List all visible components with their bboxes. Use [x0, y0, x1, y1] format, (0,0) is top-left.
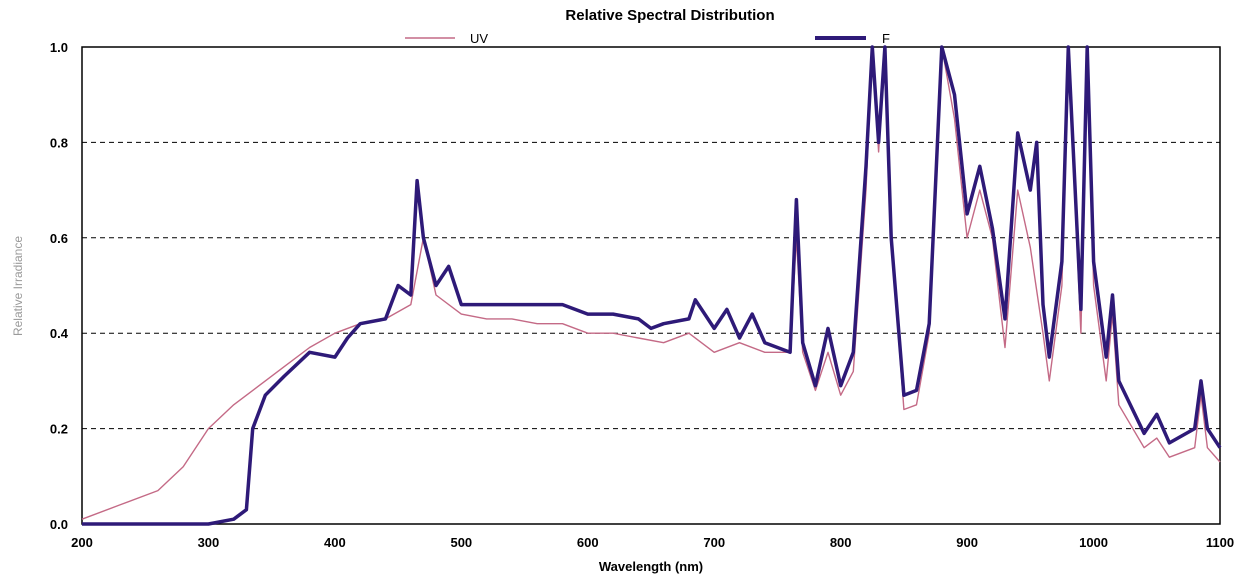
x-tick-label: 700 [703, 535, 725, 550]
y-tick-label: 0.6 [50, 231, 68, 246]
y-tick-label: 0.2 [50, 422, 68, 437]
chart-title: Relative Spectral Distribution [565, 7, 774, 24]
y-tick-label: 0.8 [50, 135, 68, 150]
y-tick-label: 0.4 [50, 326, 69, 341]
legend: UV F [405, 31, 890, 46]
x-tick-label: 300 [198, 535, 220, 550]
x-tick-label: 200 [71, 535, 93, 550]
plot-frame [81, 46, 1221, 525]
grid-lines [82, 141, 1220, 430]
legend-label-f: F [882, 31, 890, 46]
x-tick-label: 1100 [1206, 535, 1234, 550]
y-tick-label: 1.0 [50, 40, 68, 55]
x-tick-label: 1000 [1079, 535, 1108, 550]
legend-label-uv: UV [470, 31, 488, 46]
series-line-f [82, 45, 1222, 526]
x-tick-label: 400 [324, 535, 346, 550]
axis-ticks: 200 300 400 500 600 700 800 900 1000 1100 0.0 0.2 0.… [50, 40, 1234, 550]
x-tick-label: 500 [450, 535, 472, 550]
x-tick-label: 600 [577, 535, 599, 550]
series-layer [81, 45, 1222, 526]
x-tick-label: 900 [956, 535, 978, 550]
x-tick-label: 800 [830, 535, 852, 550]
y-tick-label: 0.0 [50, 517, 68, 532]
y-axis-label: Relative Irradiance [11, 236, 25, 336]
x-axis-label: Wavelength (nm) [599, 559, 703, 574]
